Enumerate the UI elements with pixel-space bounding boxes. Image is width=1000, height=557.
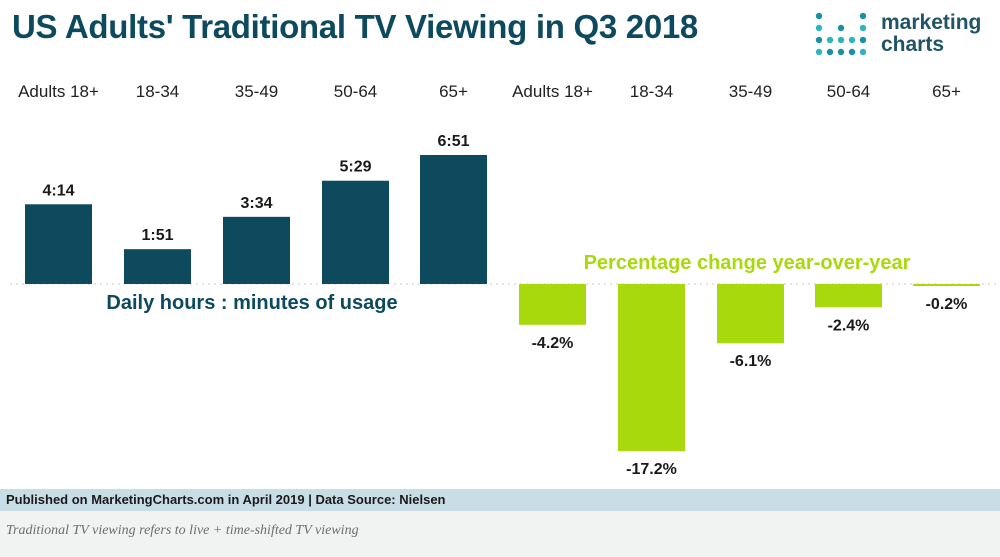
logo-line-2: charts: [881, 33, 945, 56]
usage-bar: [223, 216, 290, 284]
yoy-bar: [913, 284, 980, 286]
usage-category-label: 18-34: [136, 82, 179, 101]
usage-category-label: 65+: [439, 82, 468, 101]
usage-value-label: 1:51: [141, 227, 173, 244]
usage-category-label: 35-49: [235, 82, 278, 101]
usage-category-label: 50-64: [334, 82, 377, 101]
yoy-bar: [519, 284, 586, 325]
yoy-category-label: Adults 18+: [512, 82, 593, 101]
bar-charts: Adults 18+ 4:14 18-34 1:51 35-49 3:34 50-64 5:2…: [10, 82, 1000, 478]
usage-category-label: Adults 18+: [18, 82, 99, 101]
yoy-value-label: -17.2%: [626, 461, 677, 478]
usage-caption: Daily hours : minutes of usage: [106, 292, 397, 314]
chart-title: US Adults' Traditional TV Viewing in Q3 …: [12, 8, 698, 45]
usage-bar: [420, 155, 487, 284]
usage-value-label: 3:34: [240, 195, 272, 212]
yoy-bar: [618, 284, 685, 451]
footnote: Traditional TV viewing refers to live + …: [0, 511, 1000, 557]
yoy-value-label: -0.2%: [926, 296, 968, 313]
yoy-category-label: 50-64: [827, 82, 870, 101]
yoy-change-chart: Adults 18+ -4.2% 18-34 -17.2% 35-49 -6.1% 50-6…: [512, 82, 980, 478]
yoy-category-label: 35-49: [729, 82, 772, 101]
yoy-category-label: 18-34: [630, 82, 673, 101]
source-footer: Published on MarketingCharts.com in Apri…: [0, 489, 1000, 511]
logo-line-1: marketing: [881, 11, 982, 34]
usage-value-label: 6:51: [437, 133, 469, 150]
yoy-category-label: 65+: [932, 82, 961, 101]
yoy-value-label: -6.1%: [730, 353, 772, 370]
usage-chart: Adults 18+ 4:14 18-34 1:51 35-49 3:34 50-64 5:2…: [18, 82, 487, 314]
yoy-value-label: -2.4%: [828, 317, 870, 334]
usage-value-label: 5:29: [339, 159, 371, 176]
yoy-bar: [717, 284, 784, 344]
yoy-value-label: -4.2%: [532, 335, 574, 352]
yoy-bar: [815, 284, 882, 308]
usage-value-label: 4:14: [42, 182, 74, 199]
logo-text: marketing charts: [881, 12, 981, 56]
yoy-caption: Percentage change year-over-year: [584, 252, 911, 274]
marketingcharts-logo: marketing charts: [815, 10, 1000, 60]
usage-bar: [25, 204, 92, 284]
usage-bar: [322, 180, 389, 284]
dots-logo-icon: [815, 12, 867, 56]
usage-bar: [124, 249, 191, 284]
